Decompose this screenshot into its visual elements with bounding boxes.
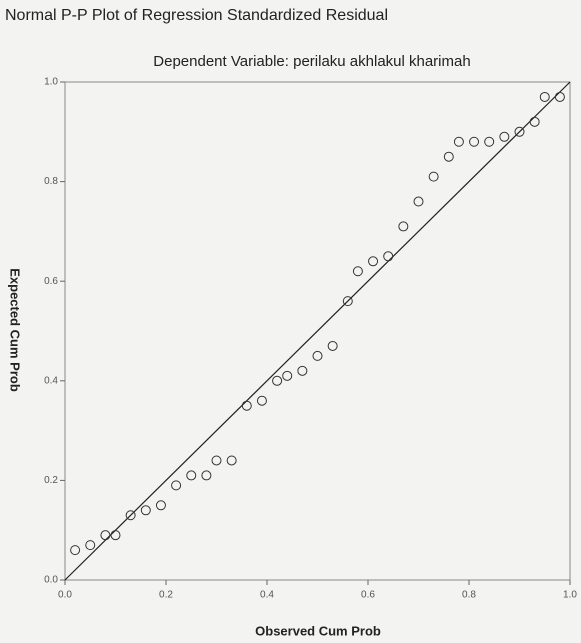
reference-line <box>64 81 571 581</box>
y-tick-label: 0.2 <box>44 475 58 486</box>
point <box>226 455 237 466</box>
point <box>514 126 525 137</box>
x-tick-label: 0.8 <box>462 590 476 601</box>
point <box>443 151 454 162</box>
point <box>539 91 550 102</box>
plot-frame <box>64 81 571 581</box>
y-axis-label: Expected Cum Prob <box>8 268 23 392</box>
y-tick-label: 0.0 <box>44 575 58 586</box>
y-tick-label: 0.6 <box>44 276 58 287</box>
point <box>272 375 283 386</box>
point <box>398 221 409 232</box>
point <box>368 256 379 267</box>
point <box>342 296 353 307</box>
point <box>453 136 464 147</box>
chart-title: Normal P-P Plot of Regression Standardiz… <box>5 7 388 24</box>
point <box>125 510 136 521</box>
point <box>484 136 495 147</box>
point <box>383 251 394 262</box>
y-tick-label: 0.4 <box>44 375 58 386</box>
x-tick-label: 0.6 <box>361 590 375 601</box>
point <box>352 266 363 277</box>
point <box>428 171 439 182</box>
point <box>413 196 424 207</box>
point <box>554 91 565 102</box>
x-tick-label: 0.4 <box>260 590 274 601</box>
point <box>140 505 151 516</box>
x-tick-label: 0.2 <box>159 590 173 601</box>
point <box>155 500 166 511</box>
point <box>85 540 96 551</box>
point <box>312 350 323 361</box>
point <box>100 530 111 541</box>
point <box>211 455 222 466</box>
x-axis-label: Observed Cum Prob <box>255 623 381 638</box>
point <box>529 116 540 127</box>
point <box>499 131 510 142</box>
point <box>171 480 182 491</box>
point <box>201 470 212 481</box>
point <box>297 365 308 376</box>
point <box>282 370 293 381</box>
point <box>469 136 480 147</box>
point <box>256 395 267 406</box>
y-tick-label: 1.0 <box>44 77 58 88</box>
y-tick-label: 0.8 <box>44 176 58 187</box>
point <box>110 530 121 541</box>
point <box>70 545 81 556</box>
x-tick-label: 1.0 <box>563 590 577 601</box>
point <box>327 340 338 351</box>
x-tick-label: 0.0 <box>58 590 72 601</box>
point <box>186 470 197 481</box>
chart-subtitle: Dependent Variable: perilaku akhlakul kh… <box>153 53 470 70</box>
point <box>241 400 252 411</box>
